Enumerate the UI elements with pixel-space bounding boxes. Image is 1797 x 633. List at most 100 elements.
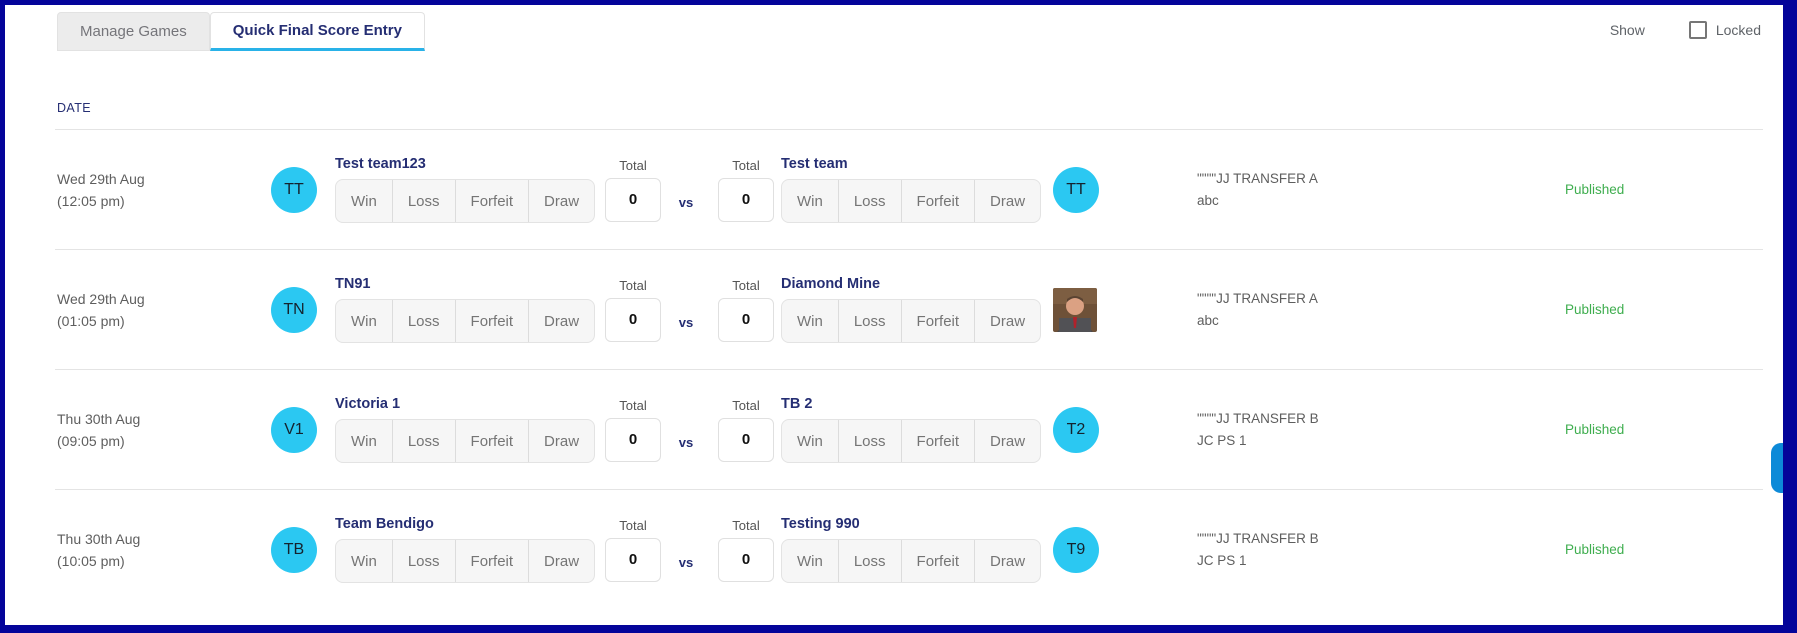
- away-result-button-group: Win Loss Forfeit Draw: [781, 419, 1042, 463]
- divider: [55, 249, 1763, 250]
- home-forfeit-button[interactable]: Forfeit: [456, 420, 530, 462]
- home-total-input[interactable]: [605, 537, 661, 582]
- away-win-button[interactable]: Win: [782, 300, 839, 342]
- away-total-label: Total: [732, 397, 760, 413]
- divider: [55, 129, 1763, 130]
- divider: [55, 489, 1763, 490]
- home-draw-button[interactable]: Draw: [529, 180, 594, 222]
- home-total-input[interactable]: [605, 297, 661, 342]
- game-date-time: (12:05 pm): [57, 192, 125, 209]
- away-loss-button[interactable]: Loss: [839, 540, 902, 582]
- home-team-name[interactable]: Victoria 1: [335, 396, 401, 412]
- game-row: Thu 30th Aug (09:05 pm) V1 Victoria 1 Wi…: [5, 370, 1783, 489]
- page-header: Manage Games Quick Final Score Entry Sho…: [5, 5, 1783, 53]
- vs-label: vs: [678, 555, 694, 570]
- away-result-button-group: Win Loss Forfeit Draw: [781, 539, 1042, 583]
- game-date-time: (01:05 pm): [57, 312, 125, 329]
- home-loss-button[interactable]: Loss: [393, 540, 456, 582]
- venue-line2: abc: [1197, 192, 1219, 208]
- venue: """"JJ TRANSFER A abc: [1101, 168, 1553, 212]
- away-result-button-group: Win Loss Forfeit Draw: [781, 299, 1042, 343]
- game-row: Wed 29th Aug (01:05 pm) TN TN91 Win Loss…: [5, 250, 1783, 369]
- away-total-input[interactable]: [718, 537, 774, 582]
- away-draw-button[interactable]: Draw: [975, 300, 1040, 342]
- game-row: Thu 30th Aug (10:05 pm) TB Team Bendigo …: [5, 490, 1783, 609]
- home-draw-button[interactable]: Draw: [529, 420, 594, 462]
- home-team-avatar: TT: [271, 166, 317, 213]
- away-forfeit-button[interactable]: Forfeit: [902, 420, 976, 462]
- away-result-button-group: Win Loss Forfeit Draw: [781, 179, 1042, 223]
- away-draw-button[interactable]: Draw: [975, 540, 1040, 582]
- home-loss-button[interactable]: Loss: [393, 420, 456, 462]
- show-label: Show: [1609, 22, 1645, 38]
- away-total-label: Total: [732, 277, 760, 293]
- status-badge: Published: [1565, 422, 1625, 437]
- home-total-input[interactable]: [605, 177, 661, 222]
- away-win-button[interactable]: Win: [782, 180, 839, 222]
- away-forfeit-button[interactable]: Forfeit: [902, 300, 976, 342]
- home-total-label: Total: [619, 157, 647, 173]
- away-team-avatar: T2: [1053, 406, 1099, 453]
- home-team-name[interactable]: Test team123: [335, 156, 426, 172]
- away-team-avatar: T9: [1053, 526, 1099, 573]
- vs-label: vs: [678, 435, 694, 450]
- home-win-button[interactable]: Win: [336, 420, 393, 462]
- away-total-input[interactable]: [718, 417, 774, 462]
- home-total-input[interactable]: [605, 417, 661, 462]
- venue-line2: JC PS 1: [1197, 432, 1247, 448]
- locked-checkbox[interactable]: [1688, 21, 1707, 39]
- vs-label: vs: [678, 195, 694, 210]
- home-win-button[interactable]: Win: [336, 300, 393, 342]
- home-total-label: Total: [619, 277, 647, 293]
- away-team-name[interactable]: Testing 990: [781, 516, 860, 532]
- venue-line1: """"JJ TRANSFER A: [1197, 290, 1318, 306]
- home-team-name[interactable]: TN91: [335, 276, 371, 292]
- home-result-button-group: Win Loss Forfeit Draw: [335, 299, 596, 343]
- locked-label: Locked: [1715, 22, 1761, 38]
- away-loss-button[interactable]: Loss: [839, 180, 902, 222]
- home-team-avatar: V1: [271, 406, 317, 453]
- game-date-day: Wed 29th Aug: [57, 290, 145, 307]
- game-date-time: (09:05 pm): [57, 432, 125, 449]
- away-forfeit-button[interactable]: Forfeit: [902, 540, 976, 582]
- tab-manage-games[interactable]: Manage Games: [57, 12, 210, 51]
- away-team-name[interactable]: TB 2: [781, 396, 813, 412]
- home-total-label: Total: [619, 397, 647, 413]
- away-draw-button[interactable]: Draw: [975, 180, 1040, 222]
- away-forfeit-button[interactable]: Forfeit: [902, 180, 976, 222]
- away-total-input[interactable]: [718, 297, 774, 342]
- home-team-avatar: TN: [271, 286, 317, 333]
- home-draw-button[interactable]: Draw: [529, 540, 594, 582]
- tab-quick-final-score-entry[interactable]: Quick Final Score Entry: [209, 12, 425, 51]
- game-row: Wed 29th Aug (12:05 pm) TT Test team123 …: [5, 130, 1783, 249]
- away-team-name[interactable]: Test team: [781, 156, 848, 172]
- locked-control: Locked: [1688, 21, 1761, 39]
- venue: """"JJ TRANSFER B JC PS 1: [1101, 408, 1553, 452]
- status-badge: Published: [1565, 302, 1625, 317]
- home-forfeit-button[interactable]: Forfeit: [456, 180, 530, 222]
- vertical-scrollbar-thumb[interactable]: [1771, 443, 1783, 493]
- home-loss-button[interactable]: Loss: [393, 300, 456, 342]
- home-forfeit-button[interactable]: Forfeit: [456, 300, 530, 342]
- away-loss-button[interactable]: Loss: [839, 420, 902, 462]
- away-draw-button[interactable]: Draw: [975, 420, 1040, 462]
- away-team-name[interactable]: Diamond Mine: [781, 276, 881, 292]
- away-total-input[interactable]: [718, 177, 774, 222]
- status-badge: Published: [1565, 182, 1625, 197]
- home-team-name[interactable]: Team Bendigo: [335, 516, 434, 532]
- venue-line2: abc: [1197, 312, 1219, 328]
- home-win-button[interactable]: Win: [336, 540, 393, 582]
- away-win-button[interactable]: Win: [782, 540, 839, 582]
- away-loss-button[interactable]: Loss: [839, 300, 902, 342]
- header-right: Show Locked: [1610, 21, 1761, 39]
- venue: """"JJ TRANSFER A abc: [1101, 288, 1553, 332]
- home-loss-button[interactable]: Loss: [393, 180, 456, 222]
- away-total-label: Total: [732, 517, 760, 533]
- venue-line1: """"JJ TRANSFER B: [1197, 410, 1319, 426]
- home-forfeit-button[interactable]: Forfeit: [456, 540, 530, 582]
- game-date: Wed 29th Aug (12:05 pm): [5, 168, 271, 212]
- home-win-button[interactable]: Win: [336, 180, 393, 222]
- home-result-button-group: Win Loss Forfeit Draw: [335, 539, 596, 583]
- home-draw-button[interactable]: Draw: [529, 300, 594, 342]
- away-win-button[interactable]: Win: [782, 420, 839, 462]
